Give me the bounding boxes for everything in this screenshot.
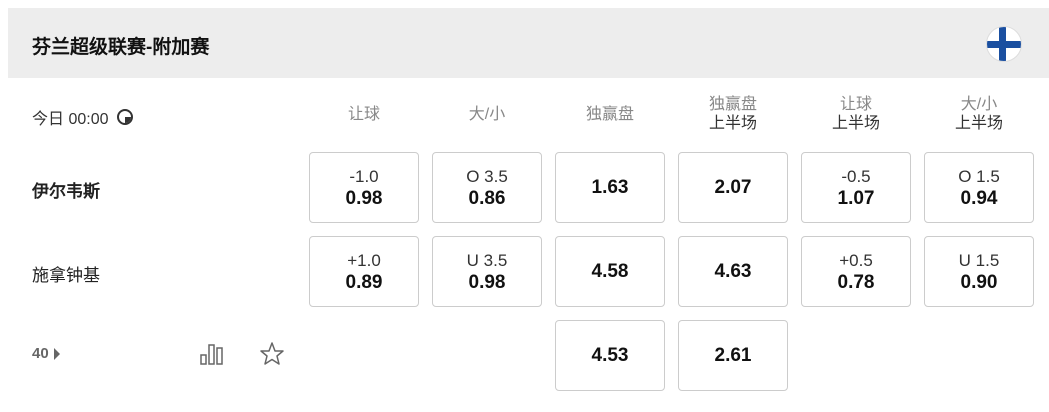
column-sublabel: 上半场 [831, 115, 880, 132]
odds-value: 1.63 [591, 176, 629, 198]
match-time-text: 今日 00:00 [32, 111, 109, 128]
column-header: 独赢盘 [555, 92, 665, 136]
column-sublabel: 上半场 [708, 115, 757, 132]
odds-line: +1.0 [347, 250, 381, 270]
odds-button[interactable]: -0.5 1.07 [801, 152, 911, 223]
odds-value: 1.07 [837, 187, 875, 209]
column-header: 让球 上半场 [801, 92, 911, 136]
more-markets-link[interactable]: 40 [32, 345, 60, 362]
odds-value: 0.89 [345, 271, 383, 293]
odds-button[interactable]: 4.53 [555, 320, 665, 391]
team-name: 施拿钟基 [32, 266, 100, 285]
odds-button[interactable]: +1.0 0.89 [309, 236, 419, 307]
column-header: 大/小上半场 [924, 92, 1034, 136]
league-title: 芬兰超级联赛-附加赛 [32, 37, 210, 58]
column-header: 独赢盘 上半场 [678, 92, 788, 136]
odds-line: U 1.5 [958, 250, 1000, 270]
odds-value: 0.98 [468, 271, 506, 293]
column-label: 大/小 [468, 105, 506, 123]
odds-button[interactable]: O 3.5 0.86 [432, 152, 542, 223]
column-header: 让球 [309, 92, 419, 136]
odds-line: O 3.5 [466, 166, 508, 186]
odds-value: 0.86 [468, 187, 506, 209]
odds-value: 4.63 [714, 260, 752, 282]
clock-icon [116, 109, 133, 125]
odds-button[interactable]: O 1.5 0.94 [924, 152, 1034, 223]
odds-line: +0.5 [839, 250, 873, 270]
odds-value: 0.78 [837, 271, 875, 293]
column-sublabel: 上半场 [954, 115, 1003, 132]
match-time: 今日 00:00 [32, 105, 133, 129]
column-label: 让球 [347, 105, 380, 123]
odds-value: 0.98 [345, 187, 383, 209]
odds-value: 2.07 [714, 176, 752, 198]
odds-line: -1.0 [349, 166, 379, 186]
column-label: 独赢盘 [708, 96, 757, 113]
odds-value: 0.90 [960, 271, 998, 293]
column-label: 独赢盘 [585, 105, 634, 123]
league-header: 芬兰超级联赛-附加赛 [8, 8, 1049, 78]
odds-line: U 3.5 [466, 250, 508, 270]
odds-button[interactable]: 1.63 [555, 152, 665, 223]
odds-line: -0.5 [841, 166, 871, 186]
finland-flag-icon [986, 26, 1022, 62]
odds-button[interactable]: 2.61 [678, 320, 788, 391]
odds-value: 4.53 [591, 344, 629, 366]
team-name: 伊尔韦斯 [32, 182, 100, 201]
odds-button[interactable]: 4.58 [555, 236, 665, 307]
odds-button[interactable]: U 1.5 0.90 [924, 236, 1034, 307]
odds-value: 4.58 [591, 260, 629, 282]
stats-icon[interactable] [198, 340, 226, 368]
odds-button[interactable]: +0.5 0.78 [801, 236, 911, 307]
odds-value: 0.94 [960, 187, 998, 209]
odds-line: O 1.5 [958, 166, 1000, 186]
odds-button[interactable]: -1.0 0.98 [309, 152, 419, 223]
column-label: 大/小 [960, 96, 998, 113]
odds-button[interactable]: 4.63 [678, 236, 788, 307]
more-count: 40 [32, 345, 49, 362]
favorite-star-icon[interactable] [258, 340, 286, 368]
odds-button[interactable]: 2.07 [678, 152, 788, 223]
column-label: 让球 [839, 96, 872, 113]
odds-value: 2.61 [714, 344, 752, 366]
column-header: 大/小 [432, 92, 542, 136]
caret-right-icon [53, 347, 60, 360]
odds-button[interactable]: U 3.5 0.98 [432, 236, 542, 307]
